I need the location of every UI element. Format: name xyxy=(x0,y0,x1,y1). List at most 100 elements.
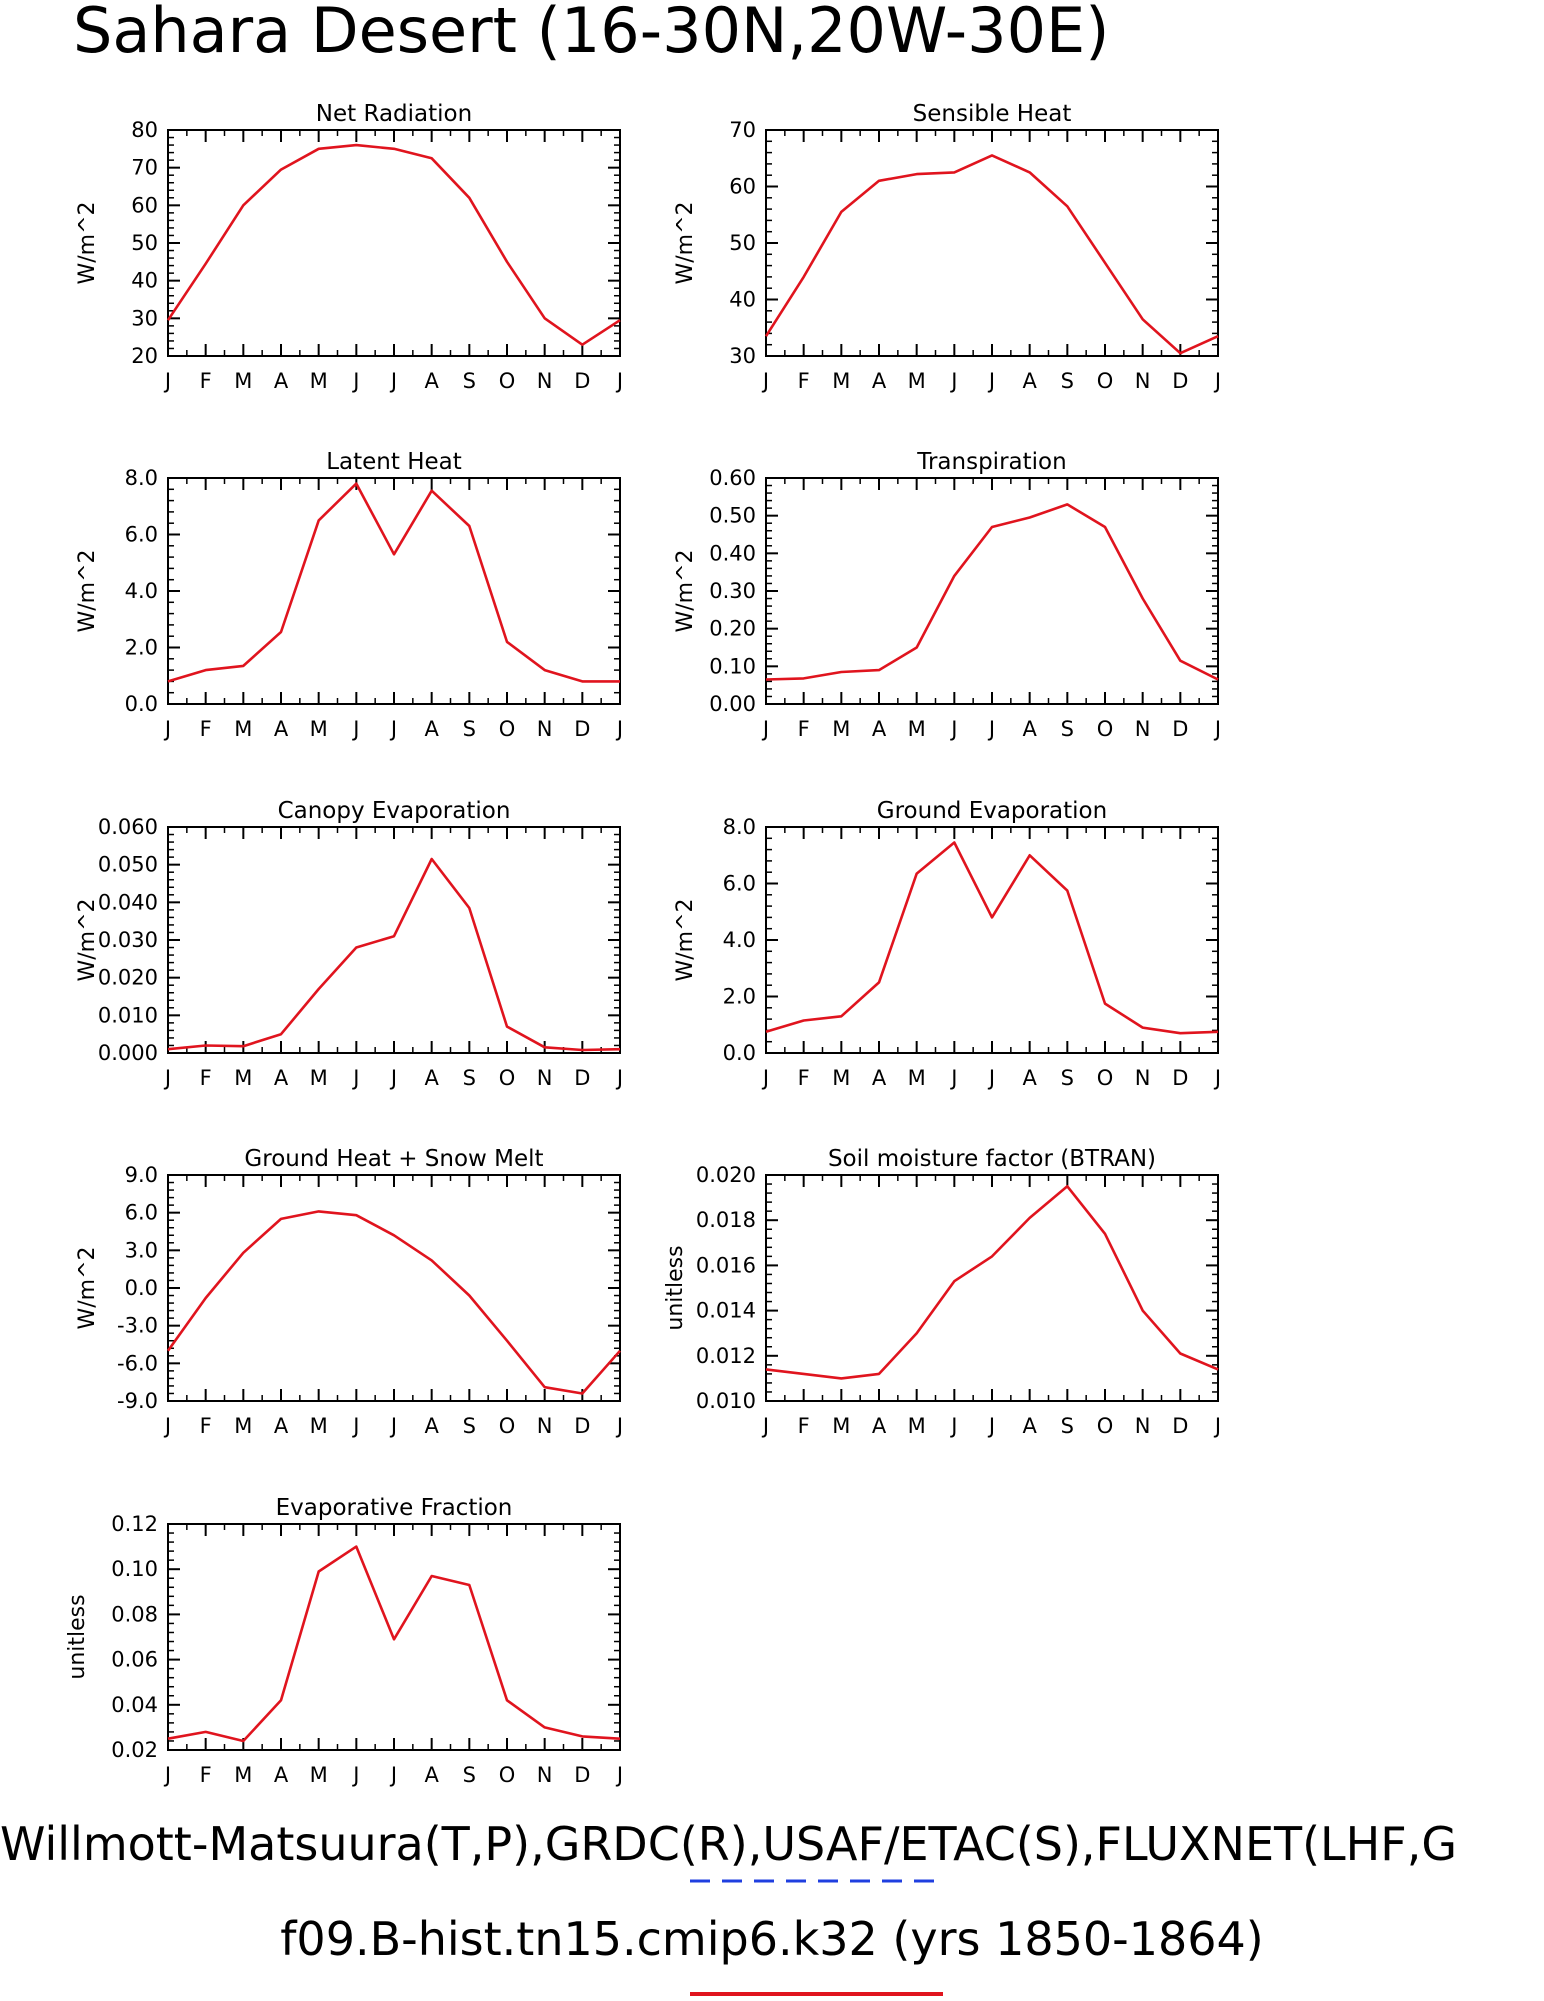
x-tick-label: N xyxy=(1135,717,1151,741)
panel-title: Sensible Heat xyxy=(913,101,1072,127)
x-tick-label: A xyxy=(274,1414,289,1438)
y-axis-label: W/m^2 xyxy=(75,1246,100,1329)
series-line xyxy=(765,1185,1219,1380)
x-tick-label: A xyxy=(872,1414,887,1438)
x-tick-label: J xyxy=(163,1763,171,1787)
y-tick-label: 0.0 xyxy=(723,1041,756,1065)
x-tick-label: J xyxy=(389,1763,397,1787)
x-tick-label: S xyxy=(1061,1066,1074,1090)
x-tick-label: S xyxy=(1061,1414,1074,1438)
y-tick-label: 70 xyxy=(729,118,756,142)
x-tick-label: A xyxy=(872,717,887,741)
x-tick-label: J xyxy=(163,717,171,741)
y-axis-label: unitless xyxy=(663,1245,688,1330)
x-tick-label: A xyxy=(274,369,289,393)
x-tick-label: J xyxy=(351,717,359,741)
plot-frame xyxy=(167,826,621,1054)
x-tick-label: F xyxy=(798,369,810,393)
y-tick-label: 0.60 xyxy=(709,466,756,490)
x-tick-label: J xyxy=(1213,1066,1221,1090)
series-line xyxy=(167,857,621,1052)
panel-title: Ground Evaporation xyxy=(877,798,1107,824)
x-tick-label: M xyxy=(310,1414,328,1438)
y-tick-label: 0.10 xyxy=(709,654,756,678)
plot-frame xyxy=(765,826,1219,1054)
y-tick-label: 0.014 xyxy=(696,1299,756,1323)
chart-panel: J F M A M J J A S O N D J0.000.100.200.300.400.500.6… xyxy=(673,449,1221,741)
y-tick-label: 0.010 xyxy=(98,1003,158,1027)
x-tick-label: A xyxy=(424,369,439,393)
y-tick-label: 0.010 xyxy=(696,1389,756,1413)
x-tick-label: A xyxy=(274,1763,289,1787)
y-tick-label: 80 xyxy=(131,118,158,142)
series-line xyxy=(166,1210,621,1395)
x-tick-label: M xyxy=(908,1066,926,1090)
x-tick-label: N xyxy=(537,1763,553,1787)
x-tick-label: J xyxy=(1213,717,1221,741)
x-tick-label: D xyxy=(574,717,590,741)
plot-frame xyxy=(167,1174,621,1402)
y-tick-label: -6.0 xyxy=(117,1351,158,1375)
x-tick-label: J xyxy=(389,369,397,393)
y-tick-label: 0.060 xyxy=(98,815,158,839)
x-tick-label: S xyxy=(1061,369,1074,393)
y-tick-label: 3.0 xyxy=(125,1238,158,1262)
y-tick-label: -9.0 xyxy=(117,1389,158,1413)
x-tick-label: A xyxy=(424,1066,439,1090)
y-tick-label: 6.0 xyxy=(723,872,756,896)
x-tick-label: A xyxy=(1022,1066,1037,1090)
y-tick-label: 50 xyxy=(729,231,756,255)
x-tick-label: M xyxy=(908,369,926,393)
x-tick-label: A xyxy=(872,369,887,393)
y-tick-label: 6.0 xyxy=(125,1201,158,1225)
x-tick-label: S xyxy=(463,1763,476,1787)
x-tick-label: M xyxy=(832,369,850,393)
y-tick-label: 8.0 xyxy=(125,466,158,490)
y-tick-label: 0.06 xyxy=(111,1648,158,1672)
y-tick-label: 0.08 xyxy=(111,1602,158,1626)
x-tick-label: O xyxy=(1097,1414,1114,1438)
panel-title: Evaporative Fraction xyxy=(276,1495,513,1521)
plot-frame xyxy=(167,477,621,705)
x-tick-label: D xyxy=(574,1066,590,1090)
y-tick-label: 8.0 xyxy=(723,815,756,839)
y-tick-label: 0.02 xyxy=(111,1738,158,1762)
x-tick-label: D xyxy=(1172,717,1188,741)
x-tick-label: J xyxy=(163,1066,171,1090)
x-tick-label: J xyxy=(163,1414,171,1438)
series-line xyxy=(167,1545,621,1743)
y-tick-label: 0.016 xyxy=(696,1253,756,1277)
x-tick-label: A xyxy=(274,717,289,741)
x-tick-label: M xyxy=(234,1763,252,1787)
chart-panel: J F M A M J J A S O N D J-9.0-6.0-3.00.03.06.09.0Gro… xyxy=(75,1146,623,1438)
x-tick-label: J xyxy=(949,1066,957,1090)
y-tick-label: 0.04 xyxy=(111,1693,158,1717)
y-tick-label: 0.020 xyxy=(696,1163,756,1187)
x-tick-label: F xyxy=(200,717,212,741)
x-tick-label: J xyxy=(761,1066,769,1090)
x-tick-label: J xyxy=(761,369,769,393)
x-tick-label: S xyxy=(463,369,476,393)
x-tick-label: D xyxy=(1172,369,1188,393)
y-tick-label: 0.040 xyxy=(98,890,158,914)
x-tick-label: F xyxy=(798,717,810,741)
panel-title: Soil moisture factor (BTRAN) xyxy=(828,1146,1156,1172)
x-tick-label: J xyxy=(615,369,623,393)
x-tick-label: O xyxy=(499,1763,516,1787)
x-tick-label: M xyxy=(310,717,328,741)
x-tick-label: M xyxy=(234,1414,252,1438)
x-tick-label: J xyxy=(1213,1414,1221,1438)
y-tick-label: 60 xyxy=(729,175,756,199)
x-tick-label: S xyxy=(463,1414,476,1438)
panel-title: Latent Heat xyxy=(326,449,462,475)
x-tick-label: N xyxy=(537,369,553,393)
x-tick-label: J xyxy=(987,1414,995,1438)
x-tick-label: F xyxy=(798,1414,810,1438)
x-tick-label: J xyxy=(389,1066,397,1090)
y-tick-label: 4.0 xyxy=(723,928,756,952)
x-tick-label: D xyxy=(1172,1414,1188,1438)
x-tick-label: A xyxy=(1022,369,1037,393)
x-tick-label: J xyxy=(949,369,957,393)
